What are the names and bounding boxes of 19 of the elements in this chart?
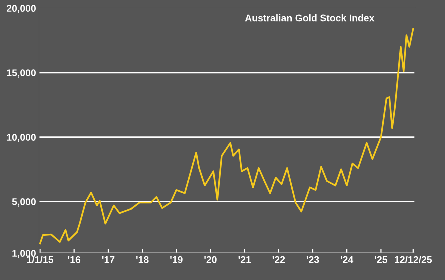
y-tick-label: 10,000 <box>7 134 36 142</box>
x-tick-label: '21 <box>238 256 252 264</box>
x-tick-label: '24 <box>341 256 354 264</box>
y-tick-label: 20,000 <box>6 5 36 14</box>
y-tick-label: 15,000 <box>7 70 36 78</box>
x-tick-label: 1/1/15 <box>27 256 54 264</box>
x-tick-label: '18 <box>136 256 149 264</box>
y-tick-label: 1,000 <box>12 250 36 258</box>
line-series <box>39 28 414 245</box>
x-tick-label: '16 <box>68 256 81 264</box>
x-tick-label: '19 <box>170 256 183 264</box>
y-tick-label: 5,000 <box>12 198 36 207</box>
x-tick-label: '17 <box>102 256 115 264</box>
x-tick-label: 12/12/25 <box>395 256 432 264</box>
x-tick-label: '25 <box>375 256 388 264</box>
x-tick-label: '23 <box>306 256 320 264</box>
chart-title: Australian Gold Stock Index <box>245 14 375 22</box>
x-tick-label: '20 <box>204 256 217 264</box>
x-tick-label: '22 <box>272 256 286 264</box>
